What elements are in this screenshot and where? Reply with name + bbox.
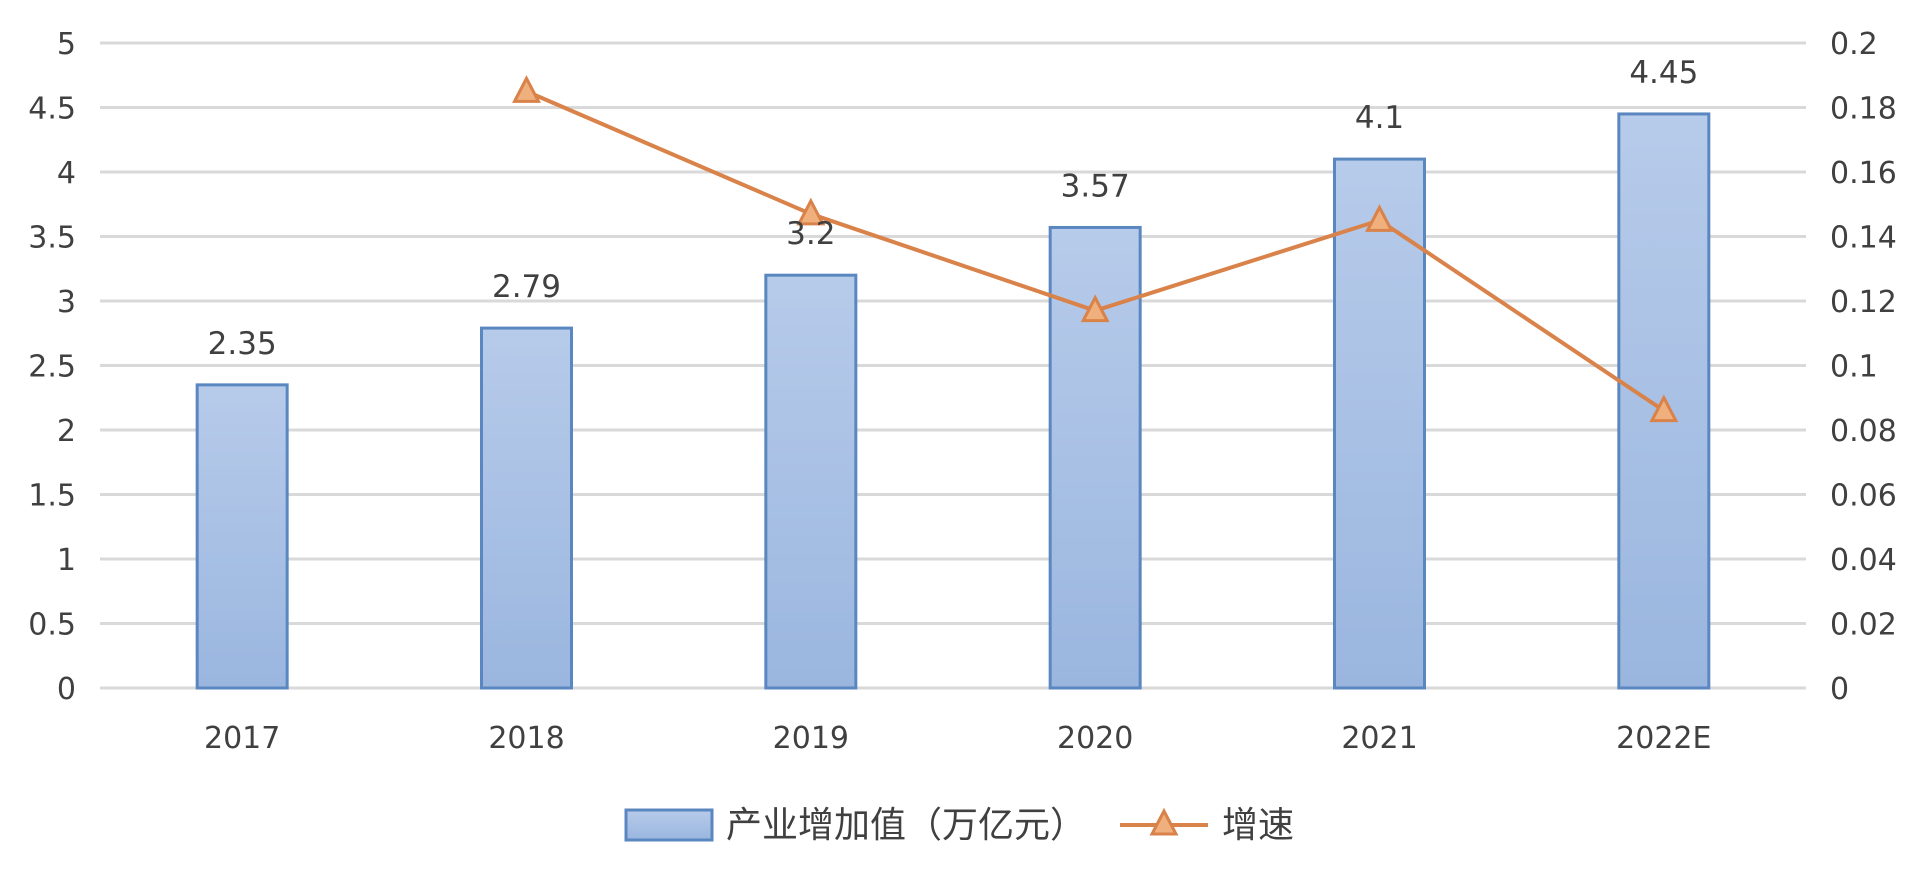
right-y-tick-label: 0.12 <box>1830 285 1897 320</box>
right-y-tick-label: 0.04 <box>1830 543 1897 578</box>
bar <box>195 383 289 690</box>
right-y-tick-label: 0 <box>1830 672 1849 707</box>
gridlines <box>100 41 1806 690</box>
x-tick-label: 2021 <box>1341 721 1417 756</box>
right-y-tick-label: 0.18 <box>1830 92 1897 127</box>
bar-data-label: 4.1 <box>1355 100 1404 136</box>
x-tick-label: 2022E <box>1616 721 1711 756</box>
legend: 产业增加值（万亿元） 增速 <box>624 805 1294 846</box>
right-y-tick-label: 0.08 <box>1830 414 1897 449</box>
legend-bar-swatch <box>624 808 714 842</box>
x-axis: 2017 2018 2019 2020 2021 2022E <box>204 721 1712 756</box>
line-point-marker <box>1365 204 1394 232</box>
legend-label-bar: 产业增加值（万亿元） <box>726 805 1086 846</box>
x-tick-label: 2017 <box>204 721 280 756</box>
x-tick-label: 2019 <box>773 721 849 756</box>
left-y-tick-label: 5 <box>57 27 76 62</box>
right-y-axis: 0 0.02 0.04 0.06 0.08 0.1 0.12 0.14 0.16 0.18 0.2 <box>1830 27 1897 707</box>
left-y-tick-label: 3.5 <box>28 221 76 256</box>
left-y-tick-label: 2 <box>57 414 76 449</box>
bar-data-label: 2.79 <box>492 269 561 305</box>
bar <box>764 273 858 690</box>
legend-label-line: 增速 <box>1222 805 1294 846</box>
right-y-tick-label: 0.2 <box>1830 27 1878 62</box>
bar-data-label: 4.45 <box>1629 55 1698 91</box>
left-y-tick-label: 1 <box>57 543 76 578</box>
left-y-axis: 0 0.5 1 1.5 2 2.5 3 3.5 4 4.5 5 <box>28 27 76 707</box>
bar-data-label: 2.35 <box>208 326 277 362</box>
right-y-tick-label: 0.16 <box>1830 156 1897 191</box>
bar-data-label: 3.57 <box>1061 168 1130 204</box>
x-tick-label: 2020 <box>1057 721 1133 756</box>
x-tick-label: 2018 <box>488 721 564 756</box>
legend-triangle-marker <box>1149 807 1179 836</box>
bar-series <box>195 112 1711 690</box>
left-y-tick-label: 3 <box>57 285 76 320</box>
left-y-tick-label: 1.5 <box>28 479 76 514</box>
right-y-tick-label: 0.06 <box>1830 479 1897 514</box>
left-y-tick-label: 2.5 <box>28 350 76 385</box>
data-labels: 2.35 2.79 3.2 3.57 4.1 4.45 <box>208 55 1699 362</box>
line-point-marker <box>512 75 541 103</box>
right-y-tick-label: 0.02 <box>1830 608 1897 643</box>
left-y-tick-label: 4.5 <box>28 92 76 127</box>
bar <box>1333 157 1426 690</box>
line-point-marker <box>796 197 826 226</box>
legend-item-line: 增速 <box>1120 805 1294 846</box>
legend-item-bar: 产业增加值（万亿元） <box>624 805 1086 846</box>
left-y-tick-label: 4 <box>57 156 76 191</box>
right-y-tick-label: 0.1 <box>1830 350 1878 385</box>
left-y-tick-label: 0 <box>57 672 76 707</box>
line-point-marker <box>1649 394 1679 423</box>
right-y-tick-label: 0.14 <box>1830 221 1897 256</box>
bar <box>480 326 573 690</box>
left-y-tick-label: 0.5 <box>28 608 76 643</box>
bar-data-label: 3.2 <box>786 216 835 252</box>
line-series <box>512 75 1679 423</box>
line-point-marker <box>1080 294 1110 323</box>
